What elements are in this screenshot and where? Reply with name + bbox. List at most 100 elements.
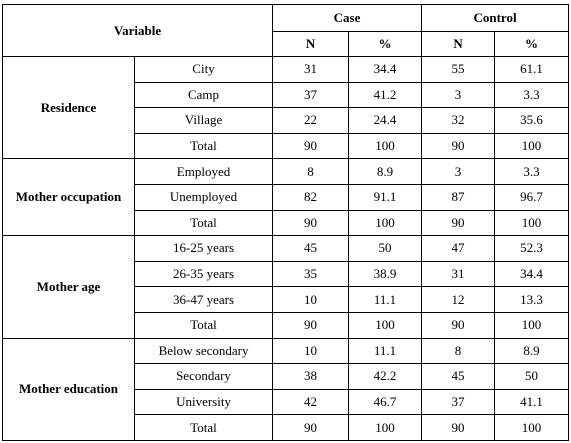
control-pct-cell: 35.6: [494, 107, 570, 134]
case-n-cell: 37: [272, 81, 350, 109]
control-pct-cell: 50: [494, 363, 570, 390]
category-cell: City: [133, 56, 274, 83]
case-n-cell: 35: [272, 260, 350, 288]
control-pct-cell: 52.3: [494, 235, 570, 262]
category-cell: Total: [133, 132, 274, 160]
case-n-cell: 42: [272, 388, 350, 416]
case-n-cell: 45: [272, 235, 350, 262]
table-row: Total 90 100 90 100: [3, 132, 570, 160]
table-row: 36-47 years 10 11.1 12 13.3: [3, 286, 570, 313]
category-cell: Below secondary: [133, 337, 274, 365]
control-n-header: N: [421, 31, 496, 57]
variable-header: Variable: [1, 4, 274, 57]
table-row: University 42 46.7 37 41.1: [3, 388, 570, 416]
case-n-cell: 90: [272, 414, 350, 441]
case-pct-cell: 100: [348, 311, 423, 339]
category-cell: Employed: [133, 158, 274, 185]
control-n-cell: 3: [421, 81, 496, 109]
control-pct-cell: 34.4: [494, 260, 570, 288]
control-n-cell: 90: [421, 311, 496, 339]
variable-group-label: Mother age: [2, 235, 135, 339]
category-cell: 26-35 years: [133, 260, 274, 288]
category-cell: Total: [133, 311, 274, 339]
case-n-cell: 90: [272, 311, 350, 339]
case-n-cell: 10: [272, 337, 350, 365]
control-n-cell: 45: [421, 363, 496, 390]
case-n-cell: 31: [272, 56, 350, 83]
control-n-cell: 47: [421, 235, 496, 262]
table-row: Mother education Below secondary 10 11.1 8 8.…: [2, 337, 570, 442]
case-header: Case: [272, 4, 423, 32]
control-pct-cell: 3.3: [494, 81, 570, 109]
case-n-cell: 8: [272, 158, 350, 185]
case-pct-cell: 100: [348, 414, 423, 441]
control-n-cell: 90: [421, 132, 496, 160]
case-pct-cell: 8.9: [348, 158, 423, 185]
case-pct-cell: 100: [348, 209, 423, 237]
control-n-cell: 12: [421, 286, 496, 313]
case-n-cell: 10: [272, 286, 350, 313]
control-pct-cell: 13.3: [494, 286, 570, 313]
control-n-cell: 55: [421, 56, 496, 83]
table-row: Mother age 16-25 years 45 50 47 52.3: [2, 235, 570, 339]
table-row: Total 90 100 90 100: [3, 414, 570, 441]
category-cell: Camp: [133, 81, 274, 109]
case-pct-cell: 24.4: [348, 107, 423, 134]
variable-group-label: Residence: [2, 55, 135, 160]
case-pct-header: %: [348, 31, 423, 57]
case-pct-cell: 42.2: [348, 363, 423, 390]
category-cell: Total: [133, 209, 274, 237]
control-n-cell: 8: [421, 337, 496, 365]
header-row-measures: N % N %: [3, 31, 570, 57]
case-pct-cell: 34.4: [348, 56, 423, 83]
control-header: Control: [421, 4, 570, 32]
variable-group-label: Mother education: [2, 337, 135, 442]
control-n-cell: 3: [421, 158, 496, 185]
case-n-cell: 22: [272, 107, 350, 134]
control-pct-cell: 100: [494, 414, 570, 441]
case-pct-cell: 100: [348, 132, 423, 160]
case-n-cell: 82: [272, 183, 350, 211]
case-n-cell: 90: [272, 209, 350, 237]
demographics-table: Variable Case Control N % N % Residence C…: [1, 4, 570, 442]
category-cell: Village: [133, 107, 274, 134]
control-pct-cell: 41.1: [494, 388, 570, 416]
category-cell: Unemployed: [133, 183, 274, 211]
table-body: Residence City 31 34.4 55 61.1 Camp 37 41.2 3 3.3 V…: [2, 55, 570, 442]
case-pct-cell: 50: [348, 235, 423, 262]
control-pct-cell: 8.9: [494, 337, 570, 365]
control-n-cell: 37: [421, 388, 496, 416]
case-pct-cell: 91.1: [348, 183, 423, 211]
case-pct-cell: 41.2: [348, 81, 423, 109]
case-n-cell: 38: [272, 363, 350, 390]
variable-group-label: Mother occupation: [2, 158, 135, 237]
table-row: Total 90 100 90 100: [3, 311, 570, 339]
table-row: Village 22 24.4 32 35.6: [3, 107, 570, 134]
table-row: Mother occupation Employed 8 8.9 3 3.3: [2, 158, 570, 237]
case-pct-cell: 46.7: [348, 388, 423, 416]
case-n-cell: 90: [272, 132, 350, 160]
header-row-groups: Variable Case Control: [1, 4, 570, 57]
control-pct-cell: 3.3: [494, 158, 570, 185]
control-pct-cell: 100: [494, 132, 570, 160]
control-n-cell: 90: [421, 209, 496, 237]
control-pct-cell: 100: [494, 209, 570, 237]
control-pct-cell: 96.7: [494, 183, 570, 211]
table-row: Camp 37 41.2 3 3.3: [3, 81, 570, 109]
category-cell: University: [133, 388, 274, 416]
control-pct-cell: 100: [494, 311, 570, 339]
table-row: Unemployed 82 91.1 87 96.7: [3, 183, 570, 211]
case-n-header: N: [272, 31, 350, 57]
case-pct-cell: 11.1: [348, 286, 423, 313]
control-n-cell: 31: [421, 260, 496, 288]
table-row: Residence City 31 34.4 55 61.1: [2, 55, 570, 160]
case-pct-cell: 38.9: [348, 260, 423, 288]
category-cell: Total: [133, 414, 274, 441]
control-pct-cell: 61.1: [494, 56, 570, 83]
control-n-cell: 90: [421, 414, 496, 441]
category-cell: 16-25 years: [133, 235, 274, 262]
category-cell: 36-47 years: [133, 286, 274, 313]
control-n-cell: 87: [421, 183, 496, 211]
control-pct-header: %: [494, 31, 570, 57]
case-pct-cell: 11.1: [348, 337, 423, 365]
